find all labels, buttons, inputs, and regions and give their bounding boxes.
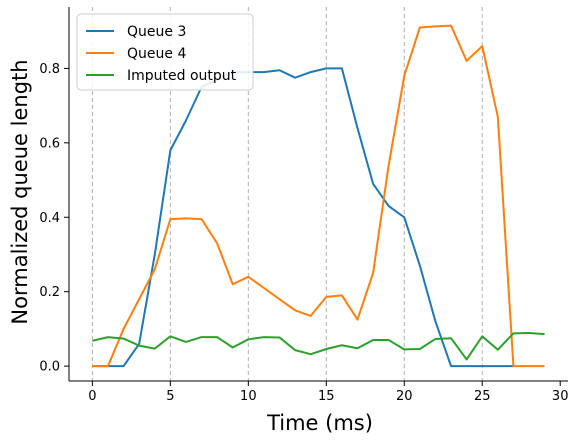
- x-tick-label: 10: [240, 389, 257, 404]
- y-tick-label: 0.0: [39, 360, 60, 375]
- series-line-3: [92, 331, 545, 361]
- grid-lines: [91, 7, 483, 381]
- series-line-1: [92, 67, 514, 368]
- series-line-2: [92, 24, 545, 368]
- axes: [68, 7, 568, 382]
- y-tick-label: 0.6: [39, 136, 60, 151]
- legend-label-3: Imputed output: [127, 68, 237, 84]
- x-tick-label: 30: [552, 389, 569, 404]
- x-tick-label: 0: [88, 389, 96, 404]
- y-axis-label: Normalized queue length: [8, 59, 32, 324]
- y-tick-label: 0.4: [39, 211, 60, 226]
- legend-box: [76, 13, 254, 91]
- y-tick-label: 0.8: [39, 62, 60, 77]
- x-tick-label: 15: [318, 389, 335, 404]
- series-lines: [92, 24, 545, 368]
- legend-label-1: Queue 3: [127, 24, 186, 40]
- y-tick-label: 0.2: [39, 285, 60, 300]
- legend: Queue 3 Queue 4 Imputed output: [76, 13, 254, 91]
- x-tick-label: 25: [474, 389, 491, 404]
- tick-labels: 0 5 10 15 20 25 30 0.0 0.2 0.4 0.6 0.8: [39, 62, 568, 404]
- legend-label-2: Queue 4: [127, 46, 186, 62]
- x-tick-label: 5: [166, 389, 174, 404]
- x-axis-label: Time (ms): [266, 411, 373, 435]
- x-tick-label: 20: [396, 389, 413, 404]
